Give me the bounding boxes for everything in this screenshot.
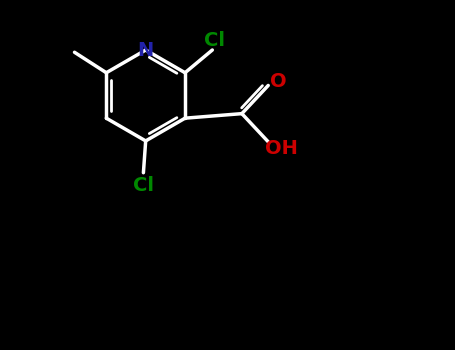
Text: Cl: Cl [204,30,225,49]
Text: OH: OH [264,139,298,158]
Text: Cl: Cl [133,176,154,195]
Text: N: N [137,41,154,60]
Text: O: O [270,72,287,91]
